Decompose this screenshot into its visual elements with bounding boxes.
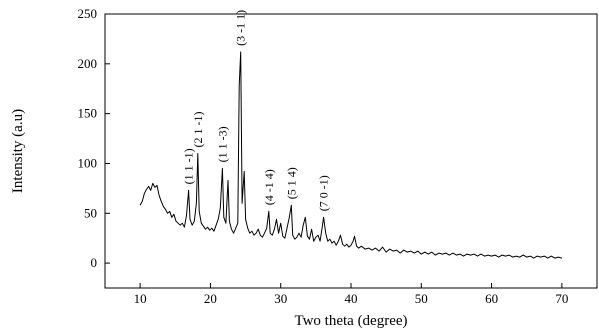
peak-label: (1 1 -1) (182, 148, 196, 184)
peak-annotations: (1 1 -1)(2 1 -1) (1 1 -3) (3 -1 1) (4 -1 4)… (182, 10, 331, 211)
x-tick-label: 70 (555, 291, 568, 306)
y-tick-label: 50 (84, 205, 97, 220)
series-layer (139, 51, 563, 259)
x-tick-label: 50 (415, 291, 428, 306)
peak-label: (5 1 4) (284, 167, 298, 199)
x-axis-ticks: 10 20 30 40 50 60 70 (134, 283, 568, 306)
peak-label: (2 1 -1) (191, 112, 205, 148)
y-tick-label: 150 (78, 106, 98, 121)
y-tick-label: 200 (78, 56, 98, 71)
x-tick-label: 30 (274, 291, 287, 306)
x-tick-label: 40 (345, 291, 358, 306)
y-tick-label: 250 (78, 6, 98, 21)
plot-frame (104, 13, 598, 289)
peak-label: (1 1 -3) (215, 126, 229, 162)
peak-label: (4 -1 4) (262, 169, 276, 205)
y-axis-title: Intensity (a.u) (10, 109, 26, 193)
x-axis-title: Two theta (degree) (294, 313, 407, 329)
x-tick-label: 10 (134, 291, 147, 306)
peak-label: (3 -1 1) (234, 10, 248, 46)
x-tick-label: 20 (204, 291, 217, 306)
y-tick-label: 100 (78, 155, 98, 170)
x-tick-label: 60 (485, 291, 498, 306)
y-tick-label: 0 (91, 255, 98, 270)
y-axis-ticks: 0 50 100 150 200 250 (78, 6, 110, 270)
peak-label: (7 0 -1) (317, 175, 331, 211)
xrd-pattern-line (139, 51, 563, 259)
